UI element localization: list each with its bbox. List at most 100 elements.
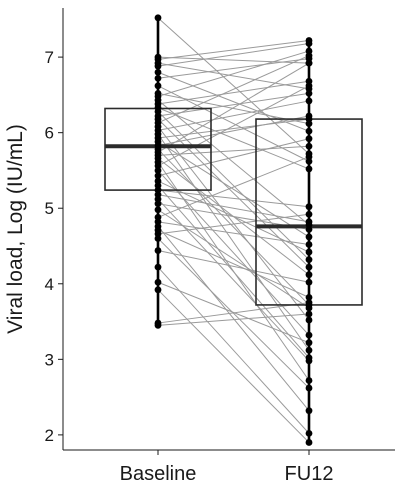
data-point [305, 165, 313, 173]
x-tick-label: FU12 [285, 463, 334, 485]
data-point [154, 74, 162, 82]
paired-line [157, 148, 310, 306]
data-point [305, 97, 313, 105]
paired-line [157, 58, 310, 79]
paired-line [157, 133, 310, 351]
data-point [305, 225, 313, 233]
paired-line [157, 302, 310, 324]
data-point [305, 59, 313, 67]
points-layer [154, 14, 313, 446]
data-point [305, 346, 313, 354]
data-point [305, 135, 313, 143]
paired-line [157, 100, 310, 131]
paired-line [157, 115, 310, 147]
y-tick-label: 5 [45, 199, 54, 218]
paired-line [157, 55, 310, 124]
axes-layer [62, 8, 395, 451]
data-point [305, 52, 313, 59]
data-point [305, 153, 313, 161]
paired-line [157, 39, 310, 60]
paired-line [157, 266, 310, 434]
data-point [305, 384, 313, 392]
data-point [305, 439, 313, 446]
data-point [305, 331, 313, 339]
data-point [305, 316, 313, 324]
paired-line [157, 213, 310, 235]
ticks-layer: 2 3 4 5 6 7 Baseline FU12 [45, 48, 334, 485]
y-tick-label: 2 [45, 426, 54, 445]
data-point [305, 248, 313, 256]
paired-lines-layer [157, 17, 310, 443]
y-tick-label: 7 [45, 48, 54, 67]
paired-line [157, 226, 310, 412]
paired-line [157, 141, 310, 238]
paired-line [157, 118, 310, 268]
data-point [154, 247, 162, 254]
data-point [154, 286, 162, 294]
paired-line [157, 138, 310, 177]
data-point [305, 203, 313, 211]
paired-line [157, 107, 310, 170]
data-point [154, 278, 162, 286]
data-point [154, 14, 162, 22]
paired-line [157, 170, 310, 336]
paired-line [157, 289, 310, 443]
data-point [154, 62, 162, 70]
data-point [305, 278, 313, 286]
paired-line [157, 111, 310, 260]
paired-line [157, 185, 310, 359]
paired-line [157, 17, 310, 155]
data-point [305, 82, 313, 90]
paired-line [157, 126, 310, 321]
data-point [154, 235, 162, 242]
data-point [305, 233, 313, 241]
paired-line [157, 189, 310, 208]
data-point [305, 271, 313, 279]
paired-line [157, 80, 310, 105]
data-point [305, 293, 313, 301]
data-point [305, 142, 313, 150]
data-point [154, 82, 162, 90]
paired-line [157, 145, 310, 156]
data-point [305, 112, 313, 120]
data-point [154, 200, 162, 208]
data-point [305, 429, 313, 437]
data-point [154, 321, 162, 329]
paired-line [157, 250, 310, 283]
paired-line [157, 50, 310, 97]
data-point [305, 299, 313, 307]
data-point [305, 241, 313, 248]
data-point [305, 310, 313, 318]
y-tick-label: 6 [45, 124, 54, 143]
data-point [305, 377, 313, 384]
y-tick-label: 3 [45, 350, 54, 369]
data-point [305, 407, 313, 415]
paired-line [157, 118, 310, 139]
data-point [305, 256, 313, 263]
y-axis-title: Viral load, Log (IU/mL) [4, 124, 27, 334]
y-tick-label: 4 [45, 275, 54, 294]
paired-line [157, 221, 310, 245]
data-point [305, 357, 313, 365]
paired-line [157, 62, 310, 153]
data-point [305, 304, 313, 312]
data-point [154, 263, 162, 271]
data-point [305, 127, 313, 135]
data-point [305, 40, 313, 47]
paired-line [157, 156, 310, 218]
paired-line [157, 85, 310, 167]
x-tick-label: Baseline [120, 463, 197, 485]
data-point [305, 218, 313, 226]
paired-line [157, 92, 310, 117]
data-point [305, 210, 313, 218]
paired-line [157, 229, 310, 298]
data-point [305, 89, 313, 97]
paired-line [157, 313, 310, 326]
data-point [305, 339, 313, 347]
paired-line [157, 43, 310, 67]
data-point [154, 172, 162, 180]
data-point [154, 68, 162, 76]
data-point [154, 167, 162, 174]
data-point [154, 206, 162, 214]
